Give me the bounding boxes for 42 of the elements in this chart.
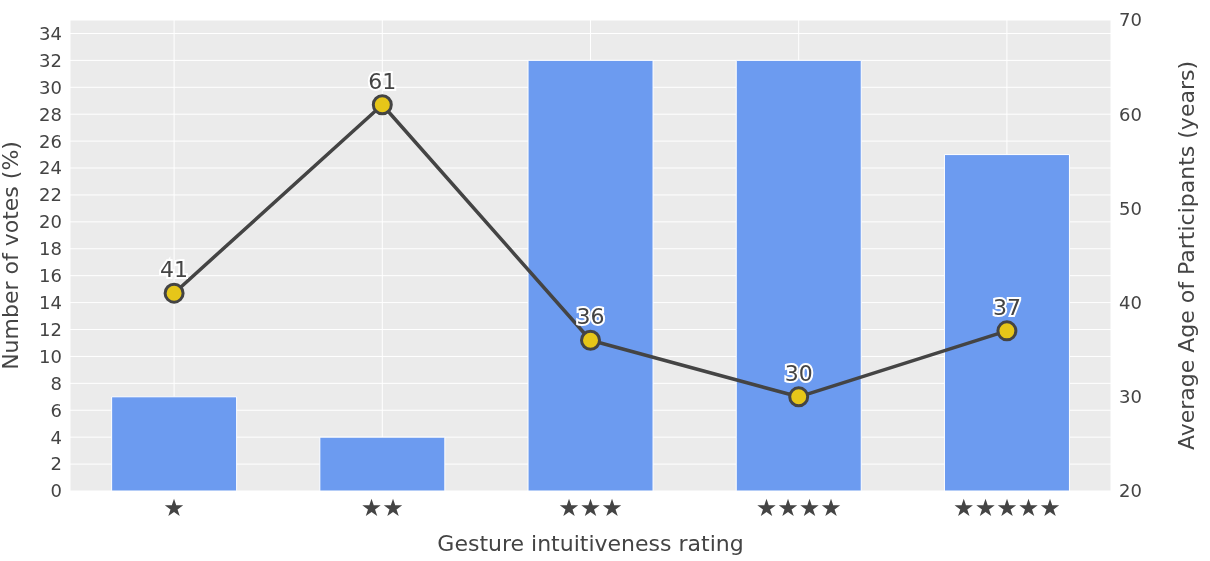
y-tick-label: 30 — [39, 76, 62, 98]
point — [580, 329, 601, 351]
y-tick-label: 0 — [50, 480, 62, 502]
data-label: 41 — [160, 257, 189, 283]
x-tick-label: ★ — [163, 494, 185, 523]
point — [371, 94, 393, 116]
y-tick-label: 2 — [50, 453, 62, 475]
x-axis-title: Gesture intuitiveness rating — [437, 531, 744, 556]
y-tick-label: 24 — [39, 157, 62, 179]
y-tick-label: 34 — [39, 22, 62, 44]
y2-axis-title: Average Age of Participants (years) — [1173, 60, 1199, 451]
y-tick-label: 8 — [50, 372, 62, 394]
x-tick-label: ★★★★ — [755, 494, 842, 523]
y-tick-label: 6 — [50, 399, 62, 421]
y2-tick-label: 20 — [1119, 480, 1142, 502]
y-tick-label: 26 — [39, 130, 62, 152]
y-tick-label: 4 — [50, 426, 62, 448]
y2-tick-label: 40 — [1119, 291, 1142, 313]
y-tick-label: 18 — [39, 238, 62, 260]
y-tick-label: 12 — [39, 318, 62, 340]
y-tick-label: 20 — [39, 211, 62, 233]
point — [163, 282, 185, 304]
y2-tick-label: 70 — [1119, 9, 1142, 31]
y-tick-label: 10 — [39, 345, 62, 367]
y-tick-label: 28 — [39, 103, 62, 125]
y-tick-label: 14 — [39, 291, 62, 313]
x-tick-label: ★★ — [360, 494, 404, 523]
point — [996, 320, 1018, 342]
y2-tick-label: 50 — [1119, 197, 1142, 219]
data-label: 61 — [368, 68, 397, 94]
data-label: 36 — [576, 304, 605, 330]
y-tick-label: 16 — [39, 265, 62, 287]
x-tick-label: ★★★ — [558, 494, 623, 523]
y-tick-label: 32 — [39, 49, 62, 71]
y-tick-label: 22 — [39, 184, 62, 206]
point — [788, 386, 810, 408]
data-label: 37 — [992, 294, 1021, 320]
x-tick-label: ★★★★★ — [953, 494, 1061, 523]
y2-tick-label: 30 — [1119, 386, 1142, 408]
y2-tick-label: 60 — [1119, 103, 1142, 125]
y-axis-title: Number of votes (%) — [0, 141, 23, 370]
data-label: 30 — [784, 360, 813, 386]
